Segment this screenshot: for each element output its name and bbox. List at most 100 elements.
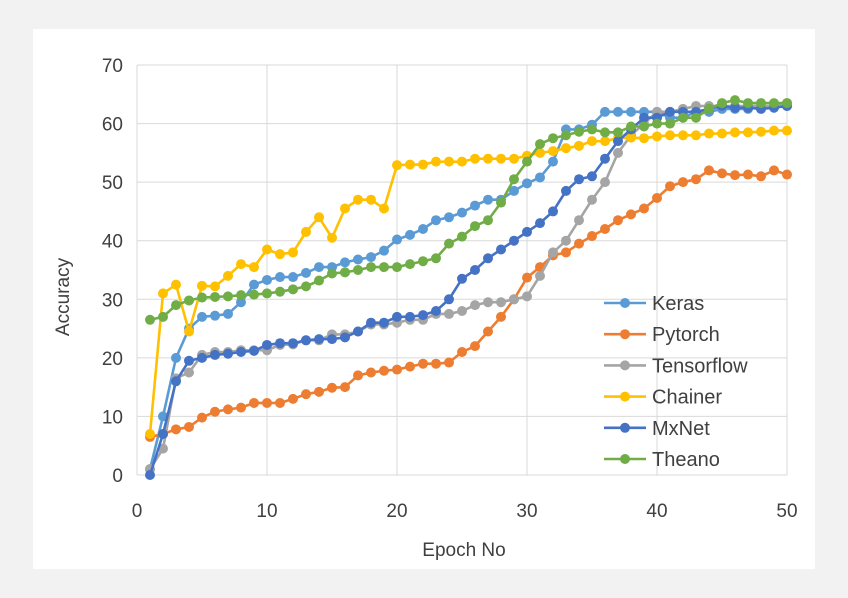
data-point-theano bbox=[613, 127, 623, 138]
data-point-theano bbox=[652, 118, 662, 129]
data-point-chainer bbox=[392, 160, 402, 171]
data-point-pytorch bbox=[639, 203, 649, 214]
data-point-chainer bbox=[197, 280, 207, 291]
data-point-theano bbox=[743, 98, 753, 109]
data-point-mxnet bbox=[574, 174, 584, 185]
data-point-chainer bbox=[626, 132, 636, 143]
data-point-theano bbox=[769, 98, 779, 109]
data-point-tensorflow bbox=[574, 215, 584, 226]
x-tick-label: 40 bbox=[646, 501, 667, 522]
data-point-pytorch bbox=[262, 397, 272, 408]
y-tick-label: 0 bbox=[112, 466, 123, 487]
data-point-mxnet bbox=[366, 317, 376, 328]
legend-swatch-marker bbox=[620, 329, 630, 340]
data-point-pytorch bbox=[418, 358, 428, 369]
data-point-mxnet bbox=[158, 429, 168, 439]
series-line-tensorflow bbox=[148, 101, 788, 470]
data-point-keras bbox=[288, 272, 298, 283]
x-tick-label: 30 bbox=[516, 501, 537, 522]
data-point-pytorch bbox=[769, 165, 779, 176]
legend-label: Theano bbox=[652, 449, 720, 471]
data-point-mxnet bbox=[249, 345, 259, 356]
data-point-theano bbox=[314, 275, 324, 286]
data-point-mxnet bbox=[236, 347, 246, 357]
legend-item-keras: Keras bbox=[604, 293, 704, 315]
data-point-pytorch bbox=[743, 169, 753, 180]
data-point-keras bbox=[509, 185, 519, 196]
data-point-pytorch bbox=[691, 174, 701, 185]
data-point-keras bbox=[535, 172, 545, 183]
data-point-theano bbox=[730, 95, 740, 106]
data-point-keras bbox=[470, 200, 480, 211]
data-point-chainer bbox=[600, 136, 610, 147]
data-point-keras bbox=[340, 257, 350, 268]
data-point-chainer bbox=[236, 259, 246, 270]
data-point-theano bbox=[405, 259, 415, 270]
data-point-theano bbox=[418, 256, 428, 267]
data-point-theano bbox=[444, 238, 454, 249]
data-point-theano bbox=[600, 127, 610, 138]
data-point-pytorch bbox=[236, 402, 246, 413]
data-point-tensorflow bbox=[548, 247, 558, 258]
data-point-theano bbox=[548, 133, 558, 144]
data-point-keras bbox=[548, 156, 558, 167]
data-point-mxnet bbox=[145, 470, 155, 480]
data-point-pytorch bbox=[496, 311, 506, 322]
data-point-tensorflow bbox=[535, 270, 545, 281]
y-axis-title: Accuracy bbox=[53, 257, 74, 336]
legend-label: Tensorflow bbox=[652, 355, 748, 377]
data-point-pytorch bbox=[613, 215, 623, 226]
data-point-theano bbox=[483, 215, 493, 226]
data-point-pytorch bbox=[353, 370, 363, 381]
data-point-mxnet bbox=[340, 332, 350, 343]
data-point-mxnet bbox=[184, 355, 194, 366]
data-point-tensorflow bbox=[184, 367, 194, 378]
x-axis-title: Epoch No bbox=[422, 540, 505, 561]
data-point-mxnet bbox=[314, 334, 324, 345]
series-chainer bbox=[145, 125, 792, 439]
data-point-keras bbox=[457, 207, 467, 218]
data-point-tensorflow bbox=[613, 147, 623, 158]
data-point-pytorch bbox=[301, 389, 311, 400]
data-point-theano bbox=[210, 291, 220, 302]
data-point-pytorch bbox=[587, 231, 597, 242]
data-point-pytorch bbox=[314, 386, 324, 397]
y-tick-label: 60 bbox=[102, 115, 123, 136]
data-point-tensorflow bbox=[483, 297, 493, 308]
data-point-keras bbox=[249, 279, 259, 290]
data-point-chainer bbox=[691, 130, 701, 141]
data-point-keras bbox=[275, 272, 285, 283]
data-point-theano bbox=[327, 268, 337, 279]
data-point-chainer bbox=[535, 147, 545, 158]
data-point-keras bbox=[223, 308, 233, 319]
legend-swatch-marker bbox=[620, 360, 630, 371]
x-tick-label: 10 bbox=[256, 501, 277, 522]
data-point-tensorflow bbox=[587, 194, 597, 205]
data-point-chainer bbox=[639, 133, 649, 144]
data-point-pytorch bbox=[379, 365, 389, 376]
data-point-chainer bbox=[262, 244, 272, 255]
data-point-theano bbox=[535, 139, 545, 150]
data-point-chainer bbox=[145, 429, 155, 439]
data-point-theano bbox=[574, 126, 584, 137]
data-point-pytorch bbox=[522, 272, 532, 283]
data-point-chainer bbox=[327, 232, 337, 243]
data-point-pytorch bbox=[288, 393, 298, 404]
series-lines bbox=[145, 95, 792, 480]
data-point-pytorch bbox=[561, 247, 571, 258]
data-point-theano bbox=[639, 121, 649, 132]
data-point-theano bbox=[340, 267, 350, 278]
accuracy-line-chart: 0 10 20 30 40 50 60 70 0 10 20 30 40 50 Epoch No Acc… bbox=[53, 56, 798, 561]
data-point-chainer bbox=[756, 126, 766, 137]
data-point-keras bbox=[197, 311, 207, 322]
data-point-pytorch bbox=[782, 169, 792, 180]
data-point-mxnet bbox=[470, 265, 480, 275]
legend-label: Keras bbox=[652, 293, 704, 315]
data-point-mxnet bbox=[353, 326, 363, 337]
data-point-keras bbox=[431, 215, 441, 226]
data-point-chainer bbox=[717, 128, 727, 139]
data-point-chainer bbox=[769, 125, 779, 136]
data-point-theano bbox=[626, 121, 636, 132]
x-tick-label: 0 bbox=[132, 501, 143, 522]
y-tick-label: 20 bbox=[102, 349, 123, 370]
